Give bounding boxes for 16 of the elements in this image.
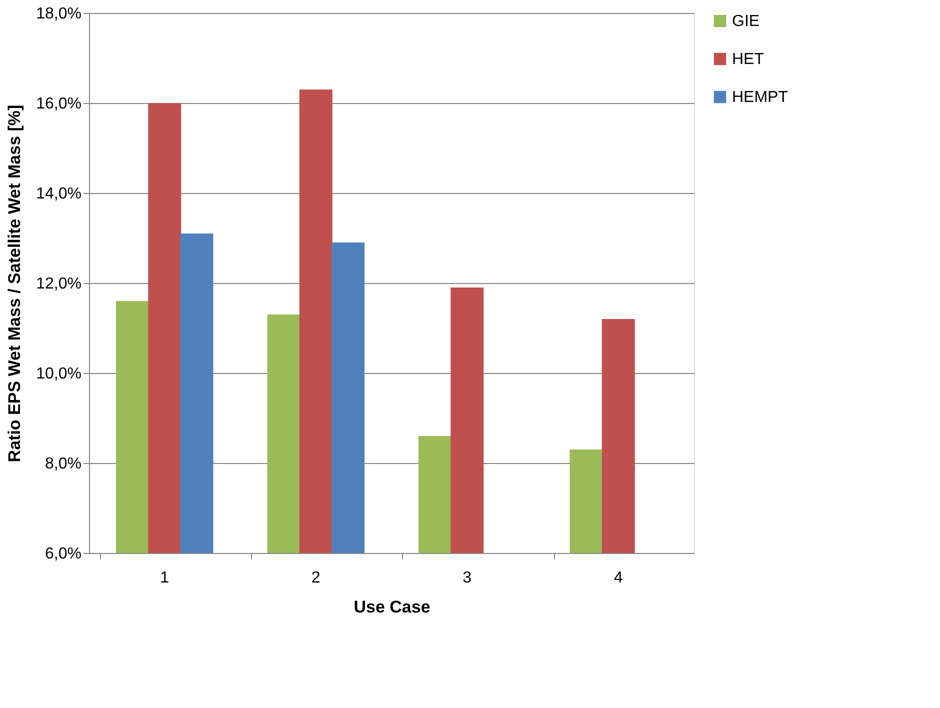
legend-label: HEMPT <box>732 89 788 106</box>
x-axis-title: Use Case <box>354 598 430 616</box>
y-tick-label: 12,0% <box>36 276 82 292</box>
y-tick-label: 14,0% <box>36 186 82 202</box>
y-tick-label: 6,0% <box>45 546 82 562</box>
y-axis-title: Ratio EPS Wet Mass / Satellite Wet Mass [%] <box>5 104 24 462</box>
x-tick-label: 4 <box>614 570 623 586</box>
y-tick-label: 10,0% <box>36 366 82 382</box>
legend-label: HET <box>732 51 764 68</box>
legend-label: GIE <box>732 13 760 30</box>
x-tick-label: 2 <box>311 570 320 586</box>
y-tick-label: 8,0% <box>45 456 82 472</box>
y-tick-label: 16,0% <box>36 96 82 112</box>
x-tick-label: 1 <box>160 570 170 586</box>
x-tick-label: 3 <box>462 570 472 586</box>
y-tick-label: 18,0% <box>36 6 82 22</box>
